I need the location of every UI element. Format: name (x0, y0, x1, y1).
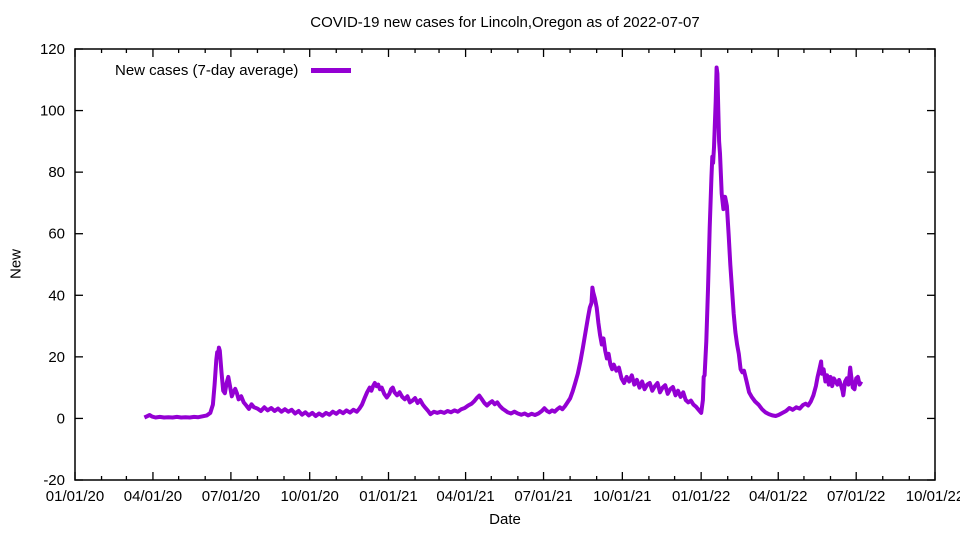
legend: New cases (7-day average) (115, 61, 352, 79)
x-tick-label: 07/01/22 (827, 488, 885, 505)
series-line-new-cases (143, 65, 864, 420)
x-tick-label: 04/01/22 (749, 488, 807, 505)
y-axis-label: New (7, 248, 25, 280)
x-tick-label: 01/01/22 (672, 488, 730, 505)
x-tick-label: 04/01/21 (436, 488, 494, 505)
y-tick-label: 100 (40, 103, 65, 120)
x-tick-label: 10/01/21 (593, 488, 651, 505)
x-tick-label: 10/01/22 (906, 488, 960, 505)
y-tick-label: 0 (57, 410, 65, 427)
x-axis-label: Date (489, 511, 521, 528)
legend-line-sample (311, 67, 352, 73)
x-tick-label: 01/01/20 (46, 488, 104, 505)
chart-title: COVID-19 new cases for Lincoln,Oregon as… (310, 14, 700, 31)
y-tick-label: 80 (48, 164, 65, 181)
y-tick-label: -20 (43, 472, 65, 489)
y-tick-label: 120 (40, 41, 65, 58)
plot-frame (74, 48, 936, 481)
y-tick-label: 60 (48, 226, 65, 243)
y-tick-label: 40 (48, 287, 65, 304)
x-tick-label: 07/01/20 (202, 488, 260, 505)
x-tick-label: 10/01/20 (281, 488, 339, 505)
x-tick-label: 01/01/21 (359, 488, 417, 505)
y-tick-label: 20 (48, 349, 65, 366)
x-tick-label: 07/01/21 (514, 488, 572, 505)
x-tick-label: 04/01/20 (124, 488, 182, 505)
legend-label: New cases (7-day average) (115, 61, 299, 79)
